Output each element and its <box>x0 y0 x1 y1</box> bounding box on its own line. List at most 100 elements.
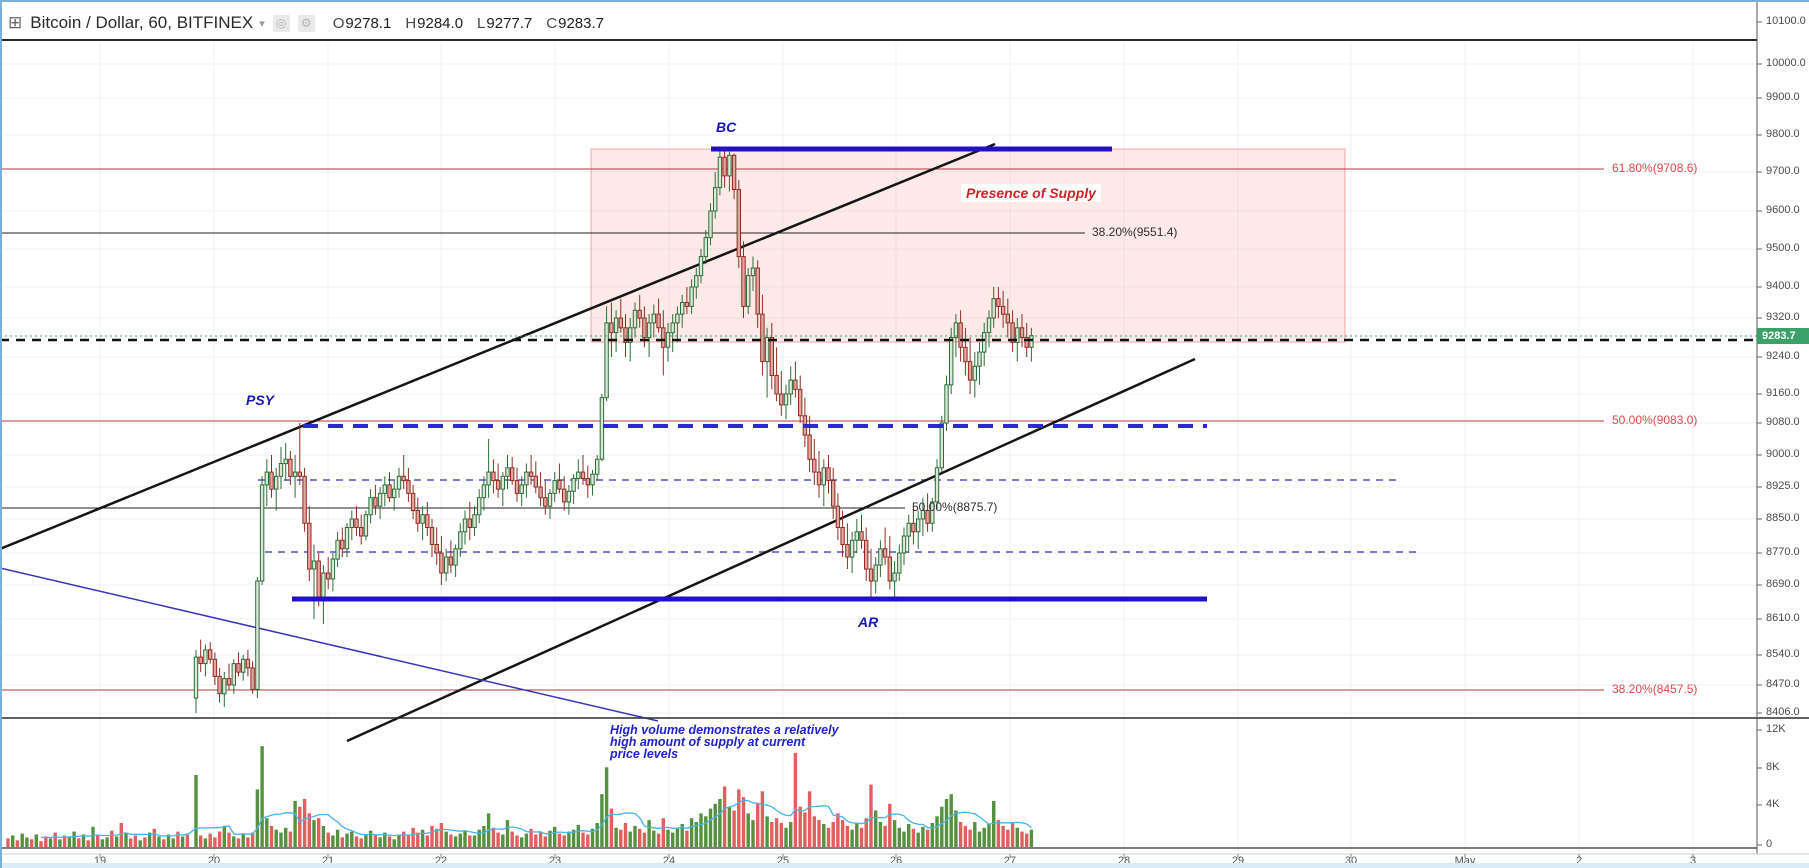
volume-bar <box>604 767 609 847</box>
candle-body <box>991 298 996 319</box>
candle-body <box>373 497 378 507</box>
candle-body <box>510 467 515 482</box>
volume-bar <box>246 837 250 847</box>
price-tick-label: 10100.0 <box>1766 15 1806 27</box>
volume-ma-line <box>40 799 1032 839</box>
candle-body <box>458 531 463 550</box>
annotation-psy[interactable]: PSY <box>246 392 275 408</box>
compare-icon[interactable]: ◎ <box>272 14 290 32</box>
candle-body <box>316 560 321 599</box>
candle-body <box>420 514 425 524</box>
candle-body <box>854 531 859 541</box>
candle-body <box>505 467 510 477</box>
candle-body <box>887 556 892 582</box>
volume-bar <box>619 829 623 847</box>
volume-bar <box>53 832 57 847</box>
volume-bar <box>916 832 920 847</box>
volume-bar <box>86 840 90 847</box>
volume-note-line2: high amount of supply at current <box>610 735 806 749</box>
volume-tick-label: 4K <box>1766 798 1780 810</box>
candle-body <box>1015 327 1020 343</box>
volume-bar <box>326 832 330 847</box>
volume-bar <box>534 834 538 847</box>
volume-bar <box>143 837 147 847</box>
volume-bar <box>260 746 264 847</box>
candle-body <box>193 656 199 699</box>
candle-body <box>807 434 812 460</box>
candle-body <box>222 678 227 695</box>
volume-bar <box>312 820 316 847</box>
candle-body <box>359 527 364 537</box>
candle-body <box>967 361 973 381</box>
candle-body <box>741 256 746 307</box>
volume-bar <box>331 835 335 847</box>
chart-grid-icon[interactable]: ⊞ <box>8 13 23 32</box>
volume-bar <box>992 800 996 847</box>
volume-bar <box>770 822 774 847</box>
volume-bar <box>963 825 968 847</box>
annotation-presence-of-supply[interactable]: Presence of Supply <box>961 184 1101 202</box>
volume-bar <box>96 835 100 847</box>
volume-bar <box>307 813 311 847</box>
fib-level-label: 61.80%(9708.6) <box>1612 161 1698 175</box>
volume-bar <box>321 825 326 847</box>
volume-bar <box>774 818 779 847</box>
volume-bar <box>628 831 632 847</box>
candle-body <box>713 187 718 212</box>
candle-body <box>623 327 628 343</box>
candle-body <box>665 332 671 348</box>
settings-gear-icon[interactable]: ⚙ <box>297 14 315 32</box>
candle-body <box>552 480 557 494</box>
volume-bar <box>1029 829 1034 847</box>
volume-bar <box>482 825 486 847</box>
volume-bar <box>397 835 401 847</box>
volume-bar <box>944 799 949 847</box>
candle-body <box>363 514 369 537</box>
volume-bar <box>25 837 29 847</box>
candle-body <box>274 475 279 490</box>
volume-bar <box>751 820 755 847</box>
candle-body <box>1000 305 1006 315</box>
volume-bar <box>406 834 411 847</box>
volume-bar <box>623 823 628 847</box>
candle-body <box>264 471 270 486</box>
fib-level-label: 50.00%(9083.0) <box>1612 413 1698 427</box>
price-tick-label: 8770.0 <box>1766 546 1800 558</box>
volume-bar <box>652 830 656 847</box>
volume-bar <box>29 839 34 847</box>
volume-bar <box>859 827 864 847</box>
candle-body <box>236 663 241 673</box>
volume-bar <box>869 784 873 847</box>
candle-body <box>651 313 656 324</box>
volume-bar <box>354 836 359 847</box>
volume-bar <box>472 835 477 847</box>
symbol-title[interactable]: Bitcoin / Dollar, 60, BITFINEX <box>30 13 254 32</box>
volume-bar <box>793 752 798 847</box>
candle-body <box>566 490 572 503</box>
annotation-ar[interactable]: AR <box>858 614 879 630</box>
candle-body <box>245 658 251 669</box>
volume-bar <box>185 833 190 847</box>
volume-bar <box>958 822 963 847</box>
volume-bar <box>935 816 939 847</box>
volume-bar <box>77 838 81 847</box>
volume-bar <box>171 838 175 847</box>
candle-body <box>538 486 543 499</box>
volume-bar <box>756 803 760 847</box>
volume-bar <box>940 806 944 847</box>
volume-bar <box>133 835 138 847</box>
volume-bar <box>553 826 557 847</box>
volume-bar <box>449 834 453 847</box>
volume-bar <box>741 797 746 847</box>
volume-bar <box>477 829 481 847</box>
candle-body <box>764 337 770 363</box>
annotation-volume-note[interactable]: High volume demonstrates a relatively hi… <box>610 724 839 761</box>
chevron-down-icon[interactable]: ▾ <box>259 17 265 30</box>
volume-bar <box>930 823 934 847</box>
volume-bar <box>708 808 713 847</box>
volume-bar <box>642 832 647 847</box>
volume-bar <box>444 831 448 847</box>
candle-body <box>878 548 883 566</box>
annotation-bc[interactable]: BC <box>716 119 737 135</box>
